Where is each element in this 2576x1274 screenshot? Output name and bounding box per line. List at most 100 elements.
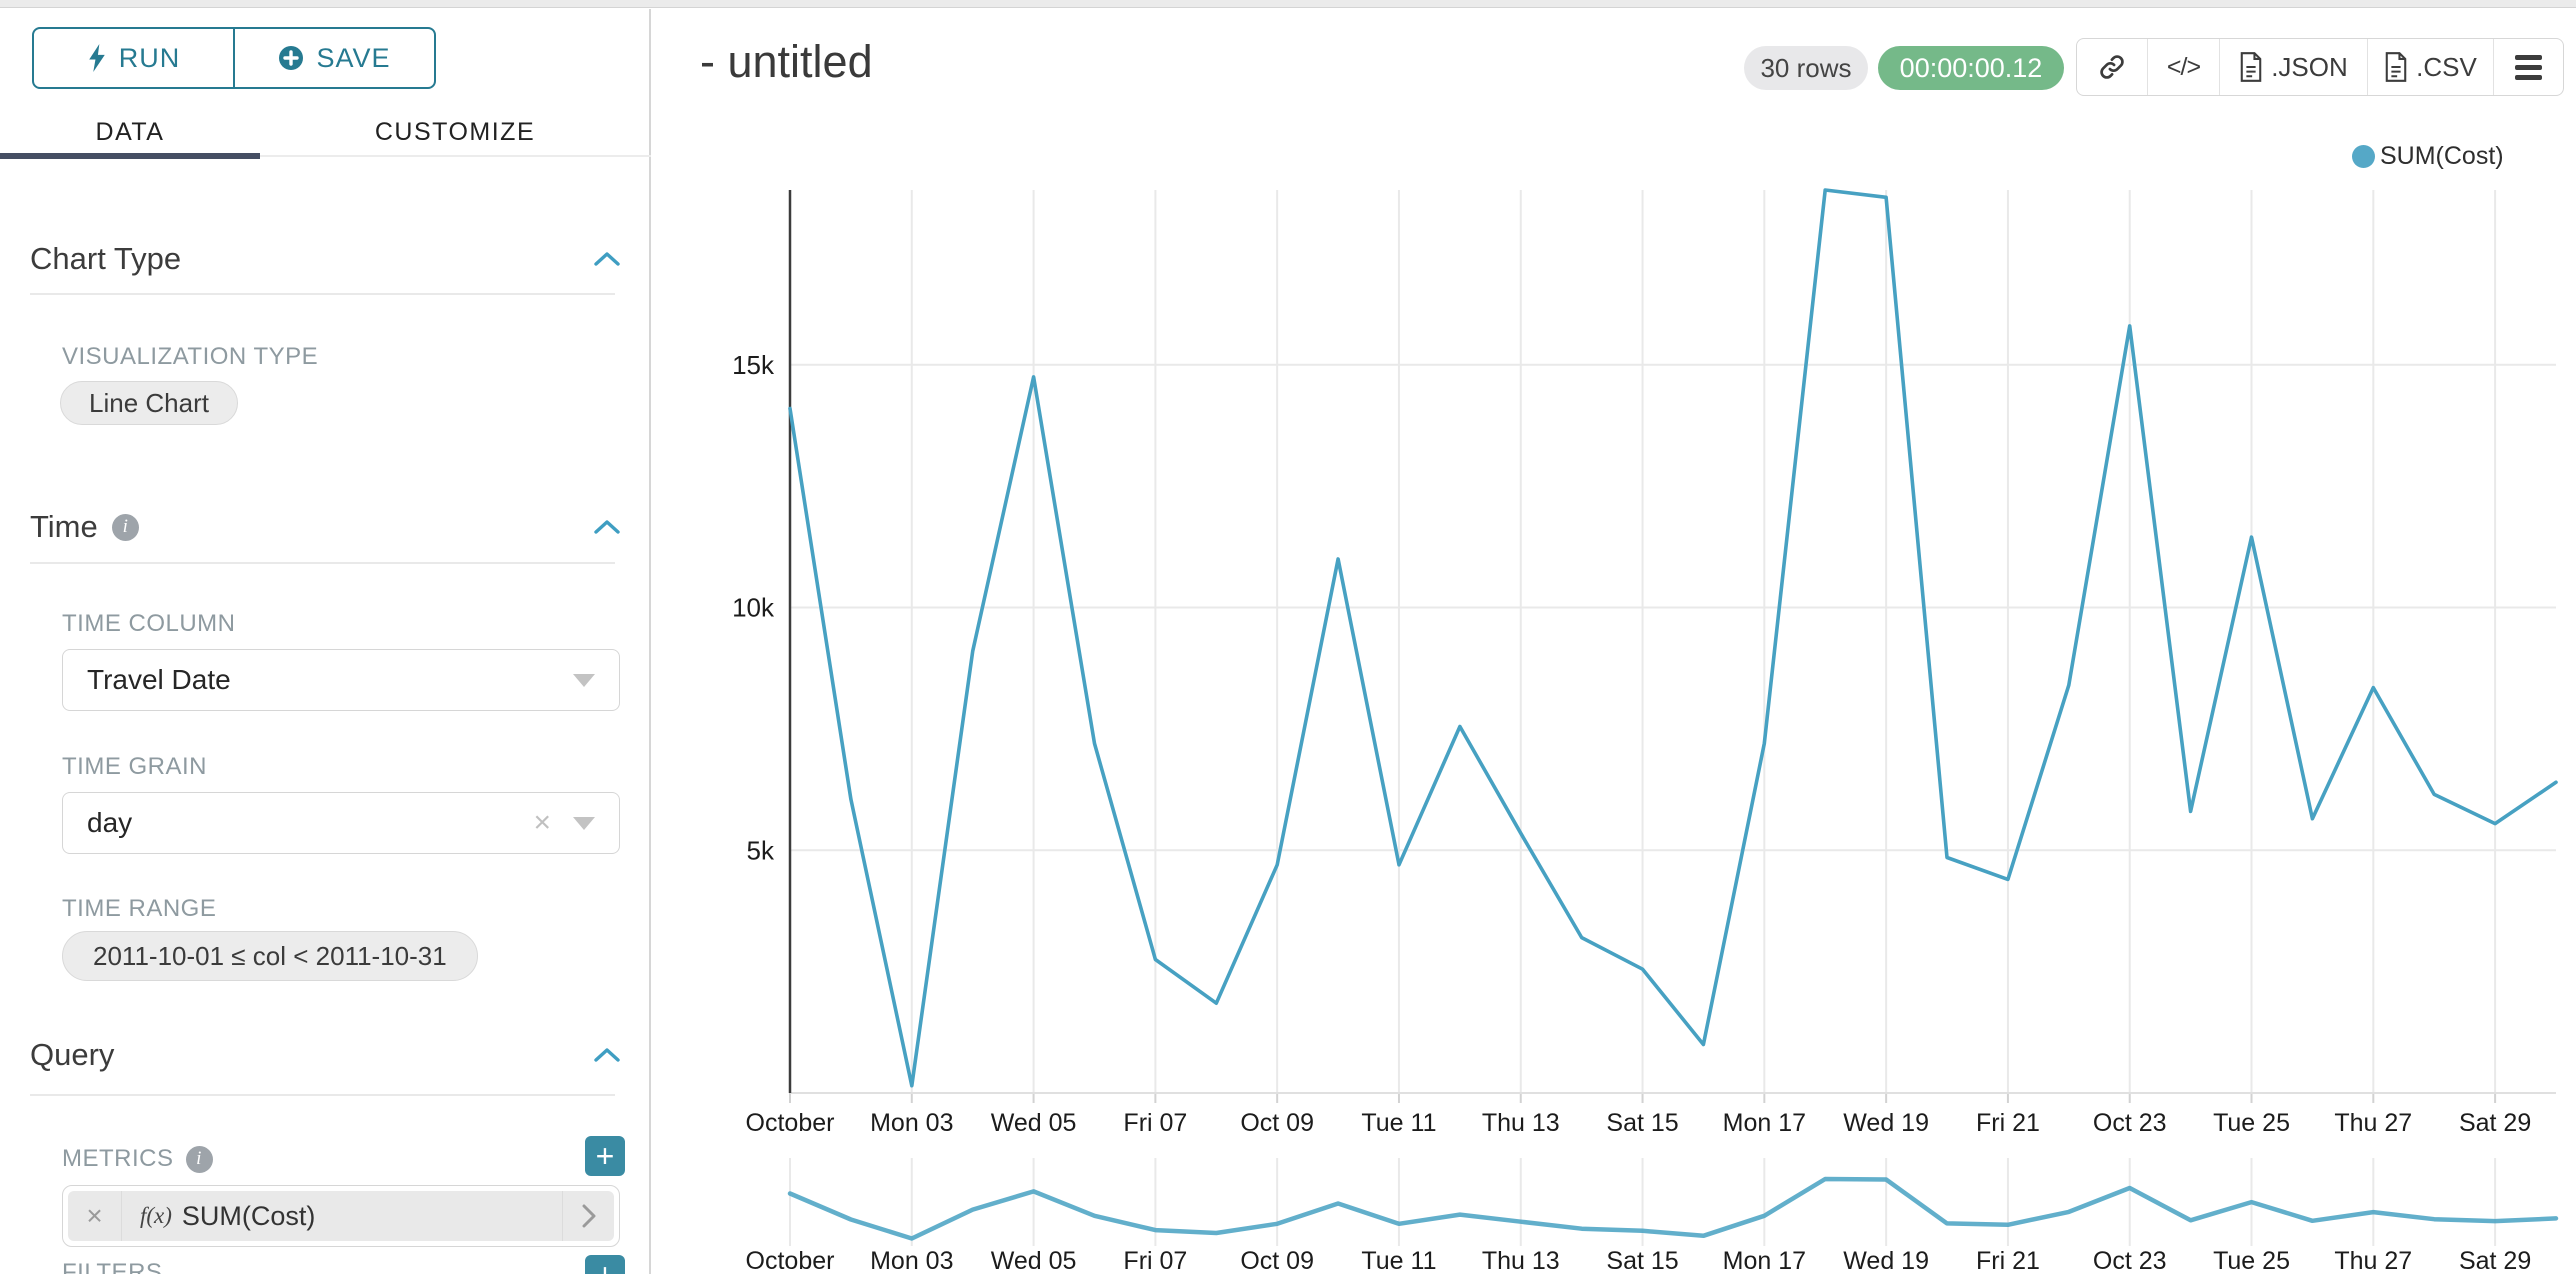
collapse-chevron-icon[interactable]	[594, 1047, 620, 1063]
x-tick-label: Tue 25	[2213, 1109, 2290, 1137]
clear-icon[interactable]: ×	[533, 806, 551, 839]
filters-label: FILTERS	[62, 1259, 163, 1274]
x-tick-label: Fri 21	[1976, 1109, 2040, 1137]
time-range-pill[interactable]: 2011-10-01 ≤ col < 2011-10-31	[62, 931, 478, 981]
remove-metric-icon[interactable]: ×	[68, 1191, 122, 1241]
mini-x-tick-label: Mon 17	[1723, 1247, 1806, 1274]
chart-type-title: Chart Type	[30, 241, 182, 276]
add-filter-button[interactable]: +	[585, 1255, 625, 1274]
export-toolbar: </> .JSON .CSV	[2076, 38, 2564, 96]
metrics-label-row: METRICS i	[62, 1145, 213, 1173]
save-button-label: SAVE	[316, 42, 391, 73]
mini-x-tick-label: Thu 27	[2334, 1247, 2412, 1274]
time-grain-label: TIME GRAIN	[62, 753, 208, 780]
metrics-label: METRICS	[62, 1145, 174, 1172]
range-selector-line[interactable]	[787, 1176, 2559, 1241]
section-divider	[30, 1094, 615, 1096]
chart-menu-button[interactable]	[2493, 39, 2563, 95]
mini-x-tick-label: October	[746, 1247, 835, 1274]
row-count-badge: 30 rows	[1744, 46, 1868, 90]
x-tick-label: Wed 19	[1843, 1109, 1929, 1137]
mini-x-tick-label: Tue 11	[1361, 1247, 1436, 1274]
plus-circle-icon	[279, 46, 304, 70]
run-save-button-group: RUN SAVE	[32, 27, 436, 89]
x-tick-label: Fri 07	[1123, 1109, 1187, 1137]
time-grain-select[interactable]: day ×	[62, 792, 620, 854]
mini-x-tick-label: Tue 25	[2213, 1247, 2290, 1274]
tab-customize[interactable]: CUSTOMIZE	[260, 109, 650, 155]
metric-pill[interactable]: × f(x) SUM(Cost)	[68, 1191, 614, 1241]
legend-dot	[2352, 145, 2375, 168]
mini-x-tick-label: Sat 15	[1606, 1247, 1678, 1274]
section-divider	[30, 293, 615, 295]
link-icon	[2100, 55, 2124, 79]
time-grain-value: day	[87, 807, 133, 838]
x-tick-label: Sat 29	[2459, 1109, 2531, 1137]
mini-x-tick-label: Fri 07	[1123, 1247, 1187, 1274]
x-tick-label: Thu 13	[1482, 1109, 1560, 1137]
collapse-chevron-icon[interactable]	[594, 251, 620, 267]
function-icon: f(x)	[140, 1203, 172, 1228]
lightning-bolt-icon	[88, 44, 105, 72]
x-tick-label: October	[746, 1109, 835, 1137]
x-tick-label: Mon 17	[1723, 1109, 1806, 1137]
x-tick-label: Oct 09	[1240, 1109, 1314, 1137]
time-column-value: Travel Date	[87, 664, 231, 695]
expand-metric-icon[interactable]	[562, 1191, 614, 1241]
file-icon	[2385, 52, 2407, 82]
metric-control: × f(x) SUM(Cost)	[62, 1185, 620, 1247]
save-button[interactable]: SAVE	[233, 29, 434, 87]
section-divider	[30, 562, 615, 564]
export-json-label: .JSON	[2271, 51, 2348, 82]
query-section-header[interactable]: Query	[30, 1037, 620, 1073]
x-tick-label: Tue 11	[1361, 1109, 1436, 1137]
metric-name: SUM(Cost)	[181, 1200, 316, 1231]
x-tick-label: Wed 05	[991, 1109, 1077, 1137]
mini-x-tick-label: Wed 19	[1843, 1247, 1929, 1274]
time-column-select[interactable]: Travel Date	[62, 649, 620, 711]
visualization-type-pill[interactable]: Line Chart	[60, 381, 238, 425]
tab-data[interactable]: DATA	[0, 109, 260, 159]
add-metric-button[interactable]: +	[585, 1136, 625, 1176]
window-top-strip	[0, 0, 2576, 8]
y-tick-label: 10k	[732, 593, 775, 623]
mini-x-tick-label: Mon 03	[870, 1247, 953, 1274]
control-panel-sidebar: RUN SAVE DATA CUSTOMIZE Chart Type	[0, 9, 651, 1274]
x-tick-label: Thu 27	[2334, 1109, 2412, 1137]
export-csv-label: .CSV	[2416, 51, 2477, 82]
y-tick-label: 5k	[747, 835, 775, 865]
y-tick-label: 15k	[732, 350, 775, 380]
time-range-label: TIME RANGE	[62, 895, 217, 922]
chart-type-section-header[interactable]: Chart Type	[30, 241, 620, 277]
time-column-label: TIME COLUMN	[62, 610, 236, 637]
time-section-header[interactable]: Time i	[30, 509, 620, 545]
run-button[interactable]: RUN	[34, 29, 233, 87]
query-timer-badge: 00:00:00.12	[1878, 46, 2064, 90]
run-button-label: RUN	[118, 42, 181, 73]
view-query-button[interactable]: </>	[2147, 39, 2219, 95]
export-csv-button[interactable]: .CSV	[2367, 39, 2493, 95]
file-icon	[2240, 52, 2262, 82]
info-icon: i	[185, 1145, 213, 1173]
tab-data-label: DATA	[95, 117, 165, 146]
mini-x-tick-label: Thu 13	[1482, 1247, 1560, 1274]
mini-x-tick-label: Oct 23	[2093, 1247, 2167, 1274]
info-icon: i	[111, 513, 139, 541]
legend-item-sum-cost[interactable]: SUM(Cost)	[2352, 142, 2504, 171]
legend-label: SUM(Cost)	[2380, 142, 2504, 170]
code-icon: </>	[2166, 52, 2201, 81]
x-tick-label: Oct 23	[2093, 1109, 2167, 1137]
chevron-down-icon	[573, 816, 595, 830]
chevron-down-icon	[573, 673, 595, 687]
mini-x-tick-label: Fri 21	[1976, 1247, 2040, 1274]
collapse-chevron-icon[interactable]	[594, 519, 620, 535]
cost-series-line[interactable]	[788, 188, 2558, 1088]
export-json-button[interactable]: .JSON	[2219, 39, 2367, 95]
mini-x-tick-label: Wed 05	[991, 1247, 1077, 1274]
chart-title[interactable]: - untitled	[700, 36, 873, 87]
share-link-button[interactable]	[2077, 39, 2147, 95]
mini-x-tick-label: Sat 29	[2459, 1247, 2531, 1274]
x-tick-label: Mon 03	[870, 1109, 953, 1137]
